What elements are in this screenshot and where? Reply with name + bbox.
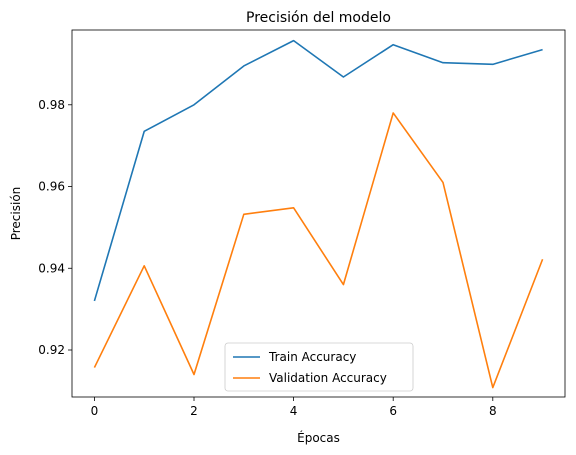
chart-title: Precisión del modelo (246, 10, 391, 26)
y-tick-label: 0.92 (38, 343, 65, 357)
x-axis: 0 2 4 6 8 (91, 397, 497, 418)
plot-area (93, 39, 544, 389)
y-tick-label: 0.98 (38, 98, 65, 112)
x-tick-label: 0 (91, 404, 99, 418)
x-tick-label: 4 (290, 404, 298, 418)
legend: Train Accuracy Validation Accuracy (224, 342, 414, 392)
x-axis-label: Épocas (297, 430, 340, 445)
x-tick-label: 2 (190, 404, 198, 418)
y-axis: 0.92 0.94 0.96 0.98 (38, 98, 72, 357)
series-line-1 (93, 39, 543, 302)
legend-label-2: Validation Accuracy (269, 371, 387, 385)
y-tick-label: 0.96 (38, 180, 65, 194)
legend-label-1: Train Accuracy (268, 350, 356, 364)
plot-frame (71, 29, 566, 398)
series-line-2 (93, 112, 544, 389)
x-tick-label: 6 (389, 404, 397, 418)
legend-box (224, 342, 414, 392)
y-axis-label: Precisión (9, 187, 23, 241)
y-tick-label: 0.94 (38, 261, 65, 275)
x-tick-label: 8 (489, 404, 497, 418)
